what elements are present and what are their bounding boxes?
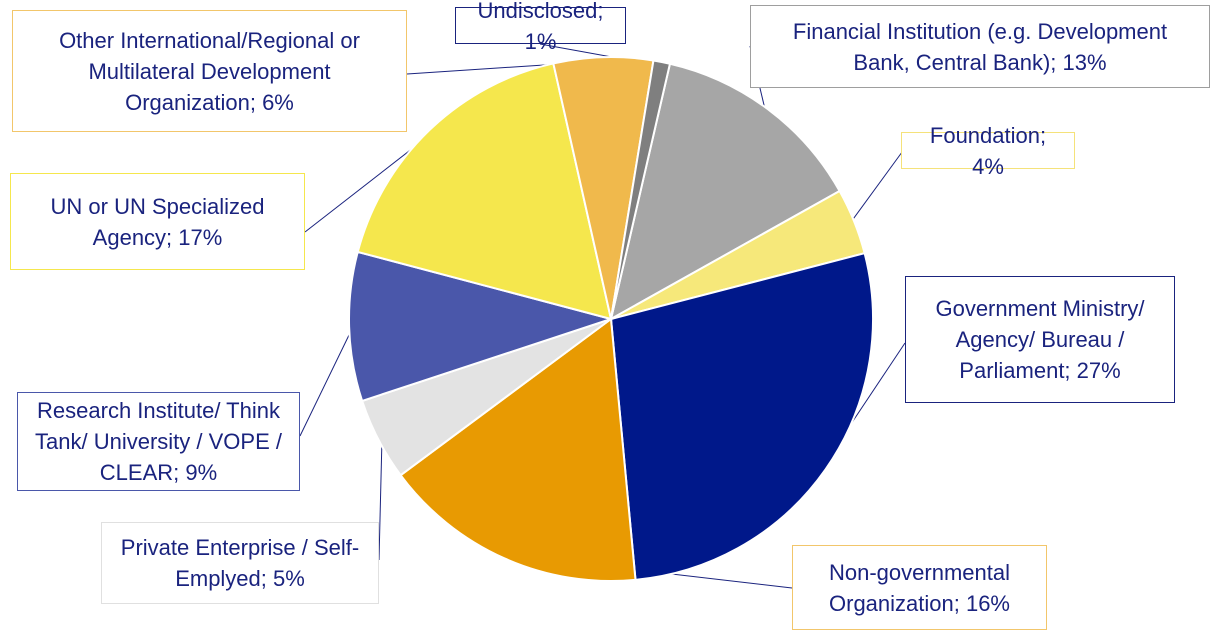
callout-un-agency: UN or UN Specialized Agency; 17% (10, 173, 305, 270)
callout-ngo: Non-governmental Organization; 16% (792, 545, 1047, 630)
callout-private-enterprise: Private Enterprise / Self- Emplyed; 5% (101, 522, 379, 604)
callout-research-institute: Research Institute/ Think Tank/ Universi… (17, 392, 300, 491)
callout-line: Agency/ Bureau / (955, 327, 1125, 352)
pie-slice-un-or-un-specialized-agency (356, 62, 613, 321)
callout-other-international: Other International/Regional or Multilat… (12, 10, 407, 132)
callout-line: Bank, Central Bank); 13% (853, 49, 1107, 75)
callout-line: Organization; 6% (125, 89, 294, 115)
callout-line: Agency; 17% (92, 224, 223, 250)
pie-slice-financial-institution-e-g-development-bank-central-bank (609, 62, 841, 321)
callout-line: Foundation; 4% (929, 122, 1047, 179)
leader-line-foundation (849, 147, 906, 224)
pie-slice-research-institute-think-tank-university-vope-clear (348, 250, 615, 403)
leader-line-research-institute-think-tank-university-vope-clear (299, 326, 354, 437)
callout-line: Research Institute/ Think (37, 398, 280, 423)
callout-line: Emplyed; 5% (175, 566, 305, 591)
callout-line: Government Ministry/ (935, 296, 1145, 321)
pie-slice-non-governmental-organization (399, 317, 637, 582)
leader-line-private-enterprise-self-emplyed (378, 437, 383, 561)
callout-line: CLEAR; 9% (99, 460, 218, 485)
callout-line: Parliament; 27% (959, 358, 1121, 383)
callout-line: Non-governmental (829, 559, 1010, 585)
callout-foundation: Foundation; 4% (901, 123, 1075, 179)
callout-line: Tank/ University / VOPE / (35, 429, 282, 454)
pie-slices (348, 56, 875, 582)
callout-line: Organization; 16% (829, 590, 1010, 616)
callout-line: Financial Institution (e.g. Development (792, 18, 1168, 44)
callout-line: UN or UN Specialized (50, 193, 265, 219)
pie-slice-government-ministry-agency-bureau-parliament (609, 251, 875, 581)
pie-slice-undisclosed (610, 59, 672, 320)
callout-line: Multilateral Development (88, 58, 331, 84)
callout-undisclosed: Undisclosed; 1% (455, 0, 626, 54)
callout-financial-institution: Financial Institution (e.g. Development … (750, 5, 1210, 88)
callout-line: Undisclosed; 1% (477, 0, 604, 54)
callout-line: Private Enterprise / Self- (120, 535, 360, 560)
callout-line: Other International/Regional or (59, 27, 360, 53)
callout-government: Government Ministry/ Agency/ Bureau / Pa… (905, 276, 1175, 403)
